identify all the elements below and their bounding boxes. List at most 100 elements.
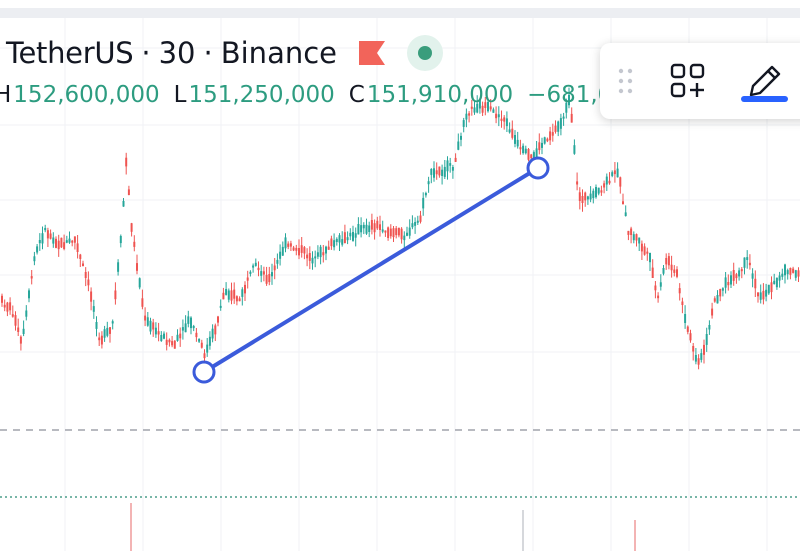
candle-body [449,163,452,166]
drag-handle-icon[interactable] [616,67,636,97]
chart-grid [0,18,800,551]
candle-body [235,296,238,302]
candle-body [84,272,87,278]
candle-body [708,325,711,330]
candle-body [705,334,708,345]
candle-body [527,149,530,160]
candle-body [138,278,141,288]
candle-body [473,107,476,113]
candle-body [408,227,411,236]
candle-body [33,256,36,262]
candle-body [370,220,373,230]
candle-body [157,331,160,335]
pencil-icon[interactable] [741,57,789,105]
candle-body [643,246,646,255]
trendline-drawing[interactable] [192,156,550,384]
candle-body [298,248,300,256]
candle-body [38,240,41,244]
candle-body [670,264,673,271]
candle-body [308,253,311,261]
candle-body [740,269,743,272]
candle-body [508,129,511,133]
candle-body [203,353,206,359]
candle-body [630,228,633,235]
candle-body [389,228,392,237]
candle-body [335,238,338,242]
candle-body [681,301,684,305]
candle-body [532,152,535,159]
candle-body [171,341,174,346]
candle-body [465,113,468,120]
candle-body [292,247,295,251]
candle-body [316,252,319,257]
candle-body [52,237,55,244]
candle-body [368,225,371,232]
candle-body [505,118,508,127]
candle-body [279,251,282,259]
candle-body [238,298,241,302]
candle-body [190,317,192,329]
interval-label[interactable]: 30 [158,36,196,70]
candle-body [457,141,460,150]
candle-body [492,109,495,113]
candle-body [25,310,28,317]
candle-body [149,320,152,332]
candle-body [608,180,611,184]
candle-body [71,240,74,243]
candle-body [573,145,576,154]
candle-body [179,333,182,339]
candle-body [616,168,619,178]
trendline-start-handle[interactable] [192,360,216,384]
candle-body [397,227,400,236]
candle-body [584,192,587,201]
candle-body [416,220,419,223]
candle-body [73,236,76,243]
candle-body [414,222,417,226]
candle-body [746,257,749,260]
candle-body [424,193,427,196]
flag-icon[interactable] [359,41,386,65]
candle-body [400,228,403,240]
candle-body [14,315,17,326]
market-status-indicator[interactable] [407,35,444,71]
candle-body [192,326,195,329]
candle-body [152,322,155,330]
candle-body [557,121,560,132]
candle-body [252,265,255,268]
candle-body [146,317,149,326]
candle-body [306,254,309,259]
candle-body [3,304,6,308]
candle-body [611,172,614,176]
candle-body [22,328,25,334]
candle-body [654,285,657,291]
candle-body [82,263,84,267]
candle-body [519,147,522,150]
candle-body [60,237,63,248]
candle-body [451,167,454,171]
symbol-name[interactable]: TetherUS [6,36,134,70]
trendline-end-handle[interactable] [526,156,550,180]
candle-body [489,106,492,110]
candle-body [500,118,503,121]
candle-body [635,234,638,241]
candle-body [233,289,236,299]
object-tree-icon[interactable] [664,57,712,105]
candle-body [595,187,597,198]
candle-body [265,274,268,284]
candle-body [667,256,670,266]
active-tool-indicator [741,96,788,102]
candle-body [95,322,98,329]
candle-body [516,139,519,147]
candle-body [627,230,630,235]
candle-body [430,169,433,175]
low-label: L [173,82,187,108]
candle-body [578,192,581,201]
candle-body [246,277,249,281]
candle-body [314,256,317,259]
candle-body [319,246,322,258]
candle-body [46,230,49,239]
candle-body [546,138,549,142]
candle-body [541,142,543,148]
candle-body [365,224,368,234]
